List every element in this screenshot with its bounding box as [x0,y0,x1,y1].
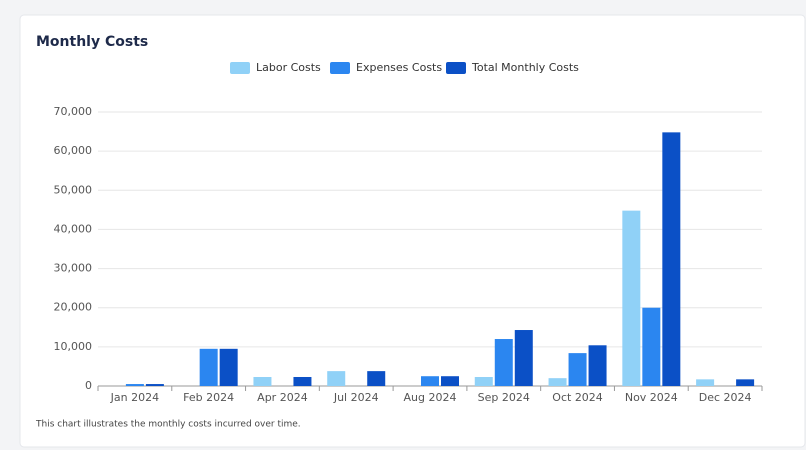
bar [145,384,164,386]
bar [588,345,607,386]
bar [219,348,238,386]
bar [662,132,681,386]
bar [253,376,272,386]
x-tick-label: Feb 2024 [183,391,234,404]
y-tick-label: 50,000 [54,183,93,196]
bar [696,379,715,386]
bar [474,376,493,386]
bar [642,307,661,386]
x-tick-label: Dec 2024 [699,391,752,404]
x-tick-label: Jan 2024 [110,391,159,404]
y-tick-label: 70,000 [54,105,93,118]
y-tick-label: 10,000 [54,340,93,353]
x-tick-label: Aug 2024 [404,391,457,404]
caption: This chart illustrates the monthly costs… [35,420,301,430]
bar [199,348,218,386]
bar [421,376,439,386]
x-tick-label: Apr 2024 [257,391,308,404]
legend-swatch [230,62,250,74]
legend-label: Expenses Costs [356,61,442,74]
bar [548,378,567,386]
chart-title: Monthly Costs [36,34,148,50]
legend-swatch [446,62,466,74]
bar [622,210,641,386]
bar [514,330,533,386]
y-tick-label: 60,000 [54,144,93,157]
bar [568,353,587,386]
bar [441,376,459,386]
legend-label: Labor Costs [256,61,321,74]
legend-label: Total Monthly Costs [471,61,579,74]
x-tick-label: Nov 2024 [625,391,678,404]
y-tick-label: 30,000 [54,262,93,275]
bar [327,371,346,386]
bar [736,379,755,386]
x-tick-label: Jul 2024 [333,391,379,404]
legend-swatch [330,62,350,74]
bar [293,376,312,386]
y-tick-label: 20,000 [54,301,93,314]
y-tick-label: 40,000 [54,222,93,235]
x-tick-label: Oct 2024 [552,391,603,404]
bar [125,384,144,386]
bar [367,371,386,386]
x-tick-label: Sep 2024 [478,391,530,404]
card [19,14,806,448]
bar [494,339,513,386]
y-tick-label: 0 [85,379,92,392]
